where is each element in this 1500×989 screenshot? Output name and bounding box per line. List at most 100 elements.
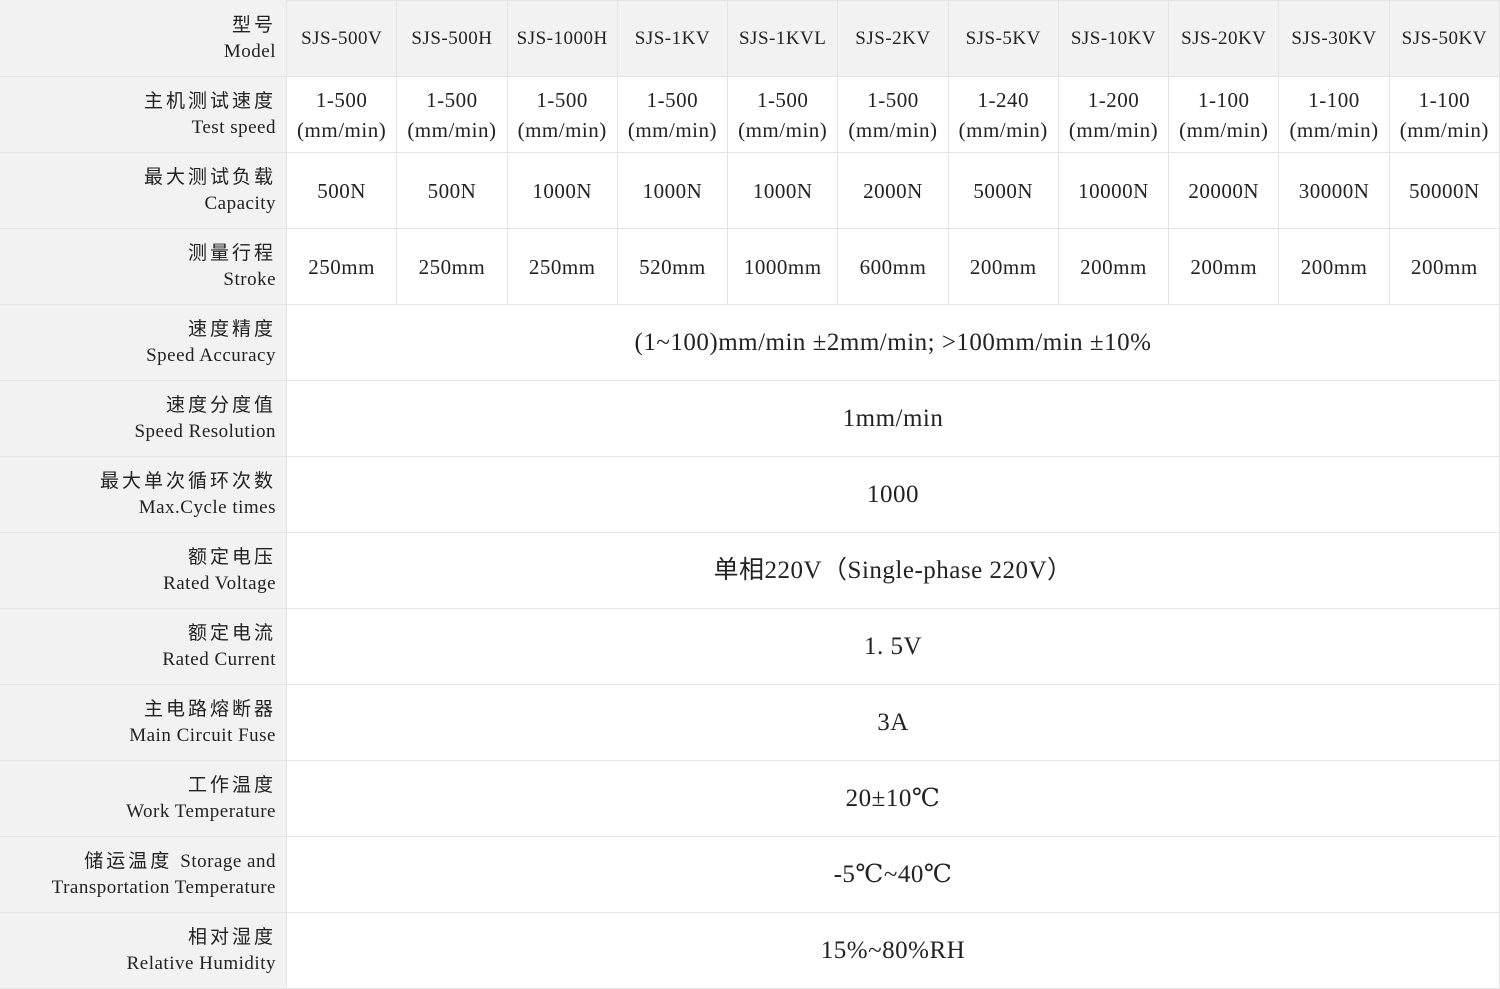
spec-cell: 520mm — [616, 228, 729, 305]
spec-cell: 1-500 (mm/min) — [727, 76, 839, 153]
label-zh: 主机测试速度 — [143, 90, 276, 112]
spec-cell: 1-500 (mm/min) — [837, 76, 949, 153]
label-en: Test speed — [191, 117, 276, 138]
row-label: 速度精度 Speed Accuracy — [0, 304, 287, 381]
model-header: SJS-30KV — [1278, 0, 1390, 77]
spec-cell: 200mm — [1168, 228, 1280, 305]
label-en: Relative Humidity — [126, 953, 276, 974]
label-en: Work Temperature — [126, 801, 276, 822]
label-zh: 速度精度 — [187, 318, 276, 340]
spec-cell: 20000N — [1168, 152, 1280, 229]
spec-cell: 1-500 (mm/min) — [506, 76, 618, 153]
label-zh: 相对湿度 — [187, 926, 276, 948]
spec-cell: 1000mm — [727, 228, 839, 305]
table-row: 最大测试负载 Capacity 500N 500N 1000N 1000N 1000N 200… — [0, 152, 1500, 229]
spec-cell: 200mm — [947, 228, 1059, 305]
row-label: 最大测试负载 Capacity — [0, 152, 287, 229]
spec-value-merged: 1000 — [286, 456, 1500, 533]
spec-value-merged: 15%~80%RH — [286, 912, 1500, 989]
label-en: Main Circuit Fuse — [129, 725, 276, 746]
spec-cell: 1000N — [616, 152, 729, 229]
spec-cell: 1000N — [506, 152, 618, 229]
table-row: 工作温度 Work Temperature 20±10℃ — [0, 760, 1500, 837]
spec-value-merged: (1~100)mm/min ±2mm/min; >100mm/min ±10% — [286, 304, 1500, 381]
model-header: SJS-50KV — [1388, 0, 1500, 77]
spec-value-merged: 1mm/min — [286, 380, 1500, 457]
label-zh: 工作温度 — [187, 774, 276, 796]
model-header: SJS-2KV — [837, 0, 949, 77]
row-label: 额定电流 Rated Current — [0, 608, 287, 685]
spec-cell: 2000N — [837, 152, 949, 229]
label-en: Stroke — [223, 269, 276, 290]
row-label: 主电路熔断器 Main Circuit Fuse — [0, 684, 287, 761]
label-zh: 储运温度 — [84, 850, 173, 872]
model-header: SJS-10KV — [1057, 0, 1170, 77]
model-header: SJS-1KVL — [727, 0, 839, 77]
label-zh: 型号 — [231, 14, 276, 36]
table-row: 最大单次循环次数 Max.Cycle times 1000 — [0, 456, 1500, 533]
label-en: Model — [223, 41, 276, 62]
row-label: 主机测试速度 Test speed — [0, 76, 287, 153]
spec-value-merged: -5℃~40℃ — [286, 836, 1500, 913]
spec-cell: 5000N — [947, 152, 1059, 229]
row-label: 测量行程 Stroke — [0, 228, 287, 305]
spec-cell: 500N — [285, 152, 398, 229]
label-zh: 主电路熔断器 — [143, 698, 276, 720]
label-en: Rated Current — [162, 649, 276, 670]
spec-cell: 1-100 (mm/min) — [1168, 76, 1280, 153]
spec-cell: 10000N — [1057, 152, 1170, 229]
spec-cell: 250mm — [285, 228, 398, 305]
label-zh: 速度分度值 — [165, 394, 276, 416]
spec-cell: 1-500 (mm/min) — [285, 76, 398, 153]
model-header: SJS-500V — [285, 0, 398, 77]
table-row: 相对湿度 Relative Humidity 15%~80%RH — [0, 912, 1500, 989]
spec-cell: 600mm — [837, 228, 949, 305]
spec-cell: 200mm — [1057, 228, 1170, 305]
table-row: 储运温度 Storage and Transportation Temperatu… — [0, 836, 1500, 913]
table-row: 额定电流 Rated Current 1. 5V — [0, 608, 1500, 685]
model-header: SJS-5KV — [947, 0, 1059, 77]
spec-cell: 1-100 (mm/min) — [1388, 76, 1500, 153]
spec-value-merged: 单相220V（Single-phase 220V） — [286, 532, 1500, 609]
spec-cell: 30000N — [1278, 152, 1390, 229]
row-label: 储运温度 Storage and Transportation Temperatu… — [0, 836, 287, 913]
label-zh: 测量行程 — [187, 242, 276, 264]
table-row: 额定电压 Rated Voltage 单相220V（Single-phase 220… — [0, 532, 1500, 609]
model-header: SJS-20KV — [1168, 0, 1280, 77]
spec-cell: 1-500 (mm/min) — [396, 76, 508, 153]
spec-cell: 1-500 (mm/min) — [616, 76, 729, 153]
header-row: 型号 Model SJS-500V SJS-500H SJS-1000H SJS-1KV S… — [0, 0, 1500, 77]
row-label: 型号 Model — [0, 0, 287, 77]
model-header: SJS-1KV — [616, 0, 729, 77]
label-zh: 额定电压 — [187, 546, 276, 568]
row-label: 最大单次循环次数 Max.Cycle times — [0, 456, 287, 533]
spec-cell: 50000N — [1388, 152, 1500, 229]
table-row: 主电路熔断器 Main Circuit Fuse 3A — [0, 684, 1500, 761]
spec-cell: 1-100 (mm/min) — [1278, 76, 1390, 153]
table-row: 速度分度值 Speed Resolution 1mm/min — [0, 380, 1500, 457]
label-en: Rated Voltage — [163, 573, 276, 594]
spec-cell: 250mm — [506, 228, 618, 305]
label-en: Max.Cycle times — [138, 497, 276, 518]
label-en: Storage and Transportation Temperature — [51, 851, 276, 898]
spec-cell: 1-240 (mm/min) — [947, 76, 1059, 153]
spec-cell: 500N — [396, 152, 508, 229]
label-en: Capacity — [204, 193, 276, 214]
label-en: Speed Accuracy — [146, 345, 276, 366]
spec-value-merged: 1. 5V — [286, 608, 1500, 685]
table-row: 速度精度 Speed Accuracy (1~100)mm/min ±2mm/min… — [0, 304, 1500, 381]
spec-cell: 1000N — [727, 152, 839, 229]
row-label: 相对湿度 Relative Humidity — [0, 912, 287, 989]
spec-cell: 200mm — [1388, 228, 1500, 305]
table-row: 测量行程 Stroke 250mm 250mm 250mm 520mm 1000mm 600m… — [0, 228, 1500, 305]
spec-cell: 200mm — [1278, 228, 1390, 305]
table-row: 主机测试速度 Test speed 1-500 (mm/min) 1-500 (mm/… — [0, 76, 1500, 153]
spec-value-merged: 3A — [286, 684, 1500, 761]
row-label: 工作温度 Work Temperature — [0, 760, 287, 837]
model-header: SJS-1000H — [506, 0, 618, 77]
row-label: 额定电压 Rated Voltage — [0, 532, 287, 609]
model-header: SJS-500H — [396, 0, 508, 77]
row-label: 速度分度值 Speed Resolution — [0, 380, 287, 457]
label-en: Speed Resolution — [134, 421, 276, 442]
